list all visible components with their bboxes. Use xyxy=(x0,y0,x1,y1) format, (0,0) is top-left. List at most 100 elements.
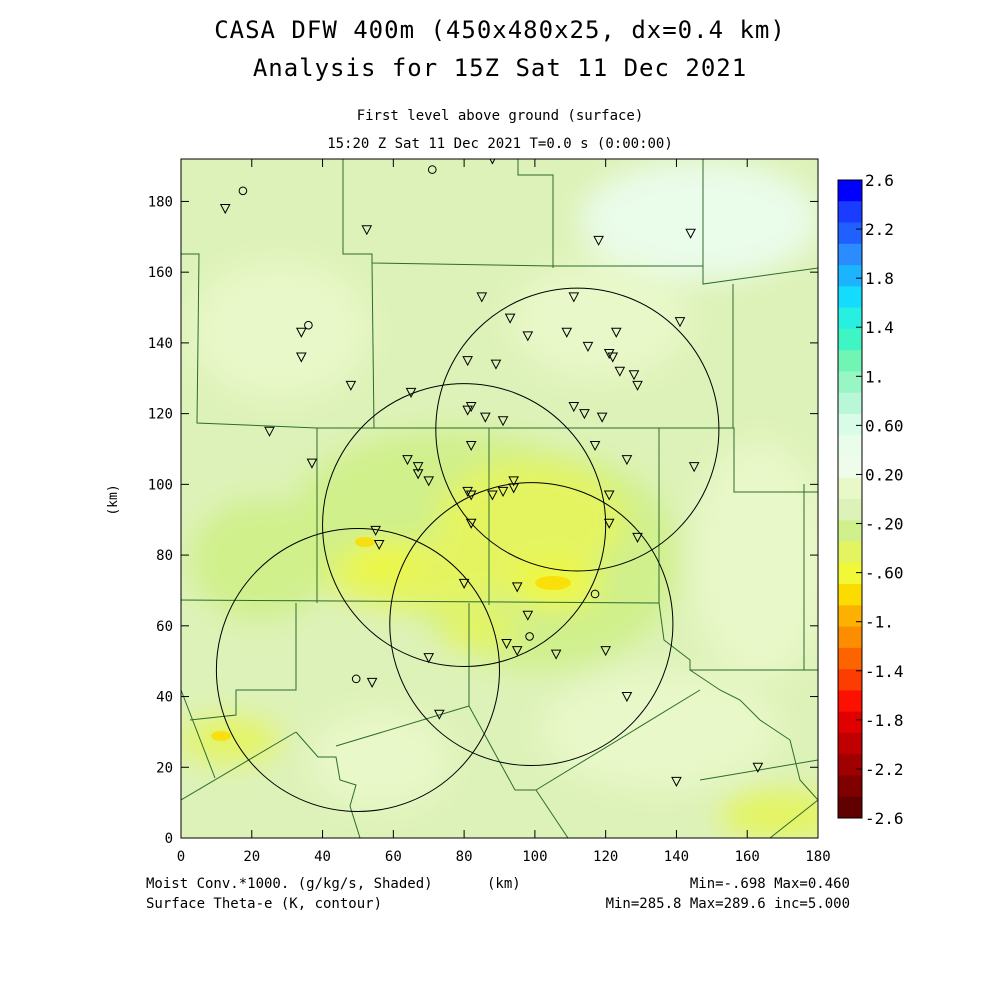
colorbar-label: 0.20 xyxy=(865,465,904,484)
station-triangle-icon xyxy=(550,649,562,660)
station-triangle-icon xyxy=(345,380,357,391)
y-tick-label: 60 xyxy=(156,619,173,635)
colorbar: 2.6 2.2 1.8 1.4 1. 0.60 0.20 -.20 -.60 -1. -1.4 -1.… xyxy=(837,171,904,828)
colorbar-swatch xyxy=(838,669,862,691)
station-triangle-icon xyxy=(423,653,435,664)
station-triangle-icon xyxy=(402,455,413,466)
colorbar-swatch xyxy=(838,307,862,330)
radar-range-rings xyxy=(215,287,720,812)
y-tick-label: 0 xyxy=(165,831,173,847)
station-triangle-icon xyxy=(465,402,477,413)
x-tick-label: 20 xyxy=(243,849,260,865)
colorbar-label: -1.8 xyxy=(865,711,904,730)
colorbar-label: 0.60 xyxy=(865,416,904,435)
radar-ring-1 xyxy=(322,383,607,667)
colorbar-swatch xyxy=(838,180,862,202)
colorbar-swatch xyxy=(838,265,862,287)
y-tick-label: 80 xyxy=(156,548,173,564)
station-triangle-icon xyxy=(561,327,573,338)
colorbar-swatch xyxy=(838,243,862,266)
station-triangle-icon xyxy=(434,709,445,720)
station-triangle-icon xyxy=(589,440,601,452)
station-circle-icon xyxy=(525,632,534,641)
station-triangle-icon xyxy=(621,455,633,466)
colorbar-label: 1.4 xyxy=(865,318,894,337)
x-axis-ticks: 0 20 40 60 80 100 120 140 160 180 xyxy=(177,159,831,865)
title-line-2: Analysis for 15Z Sat 11 Dec 2021 xyxy=(252,54,748,82)
station-triangle-icon xyxy=(458,578,470,589)
station-triangle-icon xyxy=(497,486,509,497)
footer-contour-description: Surface Theta-e (K, contour) xyxy=(146,896,383,912)
station-triangle-icon xyxy=(752,762,764,773)
x-tick-label: 60 xyxy=(385,849,402,865)
station-triangle-icon xyxy=(600,646,611,657)
y-tick-label: 40 xyxy=(156,690,173,706)
station-circle-icon xyxy=(590,589,600,599)
station-triangle-icon xyxy=(465,518,477,529)
colorbar-swatch xyxy=(838,286,862,309)
colorbar-swatch xyxy=(838,477,862,500)
station-triangle-icon xyxy=(504,313,516,324)
colorbar-swatch xyxy=(838,435,862,457)
colorbar-swatch xyxy=(838,775,862,798)
y-tick-label: 140 xyxy=(148,336,173,352)
colorbar-swatch xyxy=(838,456,862,479)
y-axis-label: (km) xyxy=(106,484,121,515)
x-tick-label: 120 xyxy=(593,849,618,865)
station-triangle-icon xyxy=(568,402,580,413)
station-triangle-icon xyxy=(306,458,318,469)
station-triangle-icon xyxy=(508,476,519,487)
x-tick-label: 180 xyxy=(805,849,830,865)
radar-ring-4 xyxy=(215,528,501,812)
y-tick-label: 180 xyxy=(148,194,173,210)
footer-field-description: Moist Conv.*1000. (g/kg/s, Shaded) xyxy=(146,876,433,892)
colorbar-swatch xyxy=(838,732,862,755)
station-triangle-icon xyxy=(476,292,488,303)
colorbar-label: -.60 xyxy=(865,564,904,583)
station-triangle-icon xyxy=(603,490,615,501)
station-triangle-icon xyxy=(632,380,643,391)
x-tick-label: 160 xyxy=(735,849,760,865)
y-tick-label: 20 xyxy=(156,760,173,776)
station-triangle-icon xyxy=(568,292,580,303)
colorbar-swatch xyxy=(838,201,862,224)
station-triangle-icon xyxy=(490,359,502,370)
colorbar-swatch xyxy=(838,626,862,649)
station-triangle-icon xyxy=(511,646,523,657)
footer-shaded-minmax: Min=-.698 Max=0.460 xyxy=(689,876,850,892)
colorbar-label: -1. xyxy=(865,613,894,632)
radar-ring-3 xyxy=(435,287,720,572)
station-triangle-icon xyxy=(596,412,608,423)
station-triangle-icon xyxy=(685,228,696,239)
x-tick-label: 80 xyxy=(456,849,473,865)
colorbar-swatch xyxy=(838,562,862,585)
colorbar-swatch xyxy=(838,328,862,351)
radar-ring-2 xyxy=(389,482,674,767)
station-triangle-icon xyxy=(480,412,491,423)
subtitle-line-2: 15:20 Z Sat 11 Dec 2021 T=0.0 s (0:00:00… xyxy=(327,136,673,152)
colorbar-label: 2.6 xyxy=(865,171,894,190)
station-circle-icon xyxy=(304,320,313,330)
station-triangle-icon xyxy=(219,204,231,215)
colorbar-label: 2.2 xyxy=(865,220,894,239)
moist-convergence-field xyxy=(181,159,818,838)
station-triangle-icon xyxy=(614,366,626,377)
station-triangle-icon xyxy=(579,409,590,420)
observation-stations xyxy=(219,159,764,787)
colorbar-swatch xyxy=(838,796,862,819)
station-triangle-icon xyxy=(412,462,424,473)
title-line-1: CASA DFW 400m (450x480x25, dx=0.4 km) xyxy=(214,16,786,44)
station-triangle-icon xyxy=(501,638,512,650)
colorbar-frame xyxy=(837,179,863,819)
station-triangle-icon xyxy=(508,483,519,494)
station-triangle-icon xyxy=(462,486,473,497)
colorbar-swatch xyxy=(838,690,862,713)
station-triangle-icon xyxy=(465,490,477,501)
station-triangle-icon xyxy=(462,356,473,367)
footer-x-units: (km) xyxy=(487,876,521,892)
colorbar-swatch xyxy=(838,520,862,543)
colorbar-swatch xyxy=(838,584,862,606)
colorbar-swatch xyxy=(838,647,862,670)
colorbar-swatch xyxy=(838,222,862,245)
